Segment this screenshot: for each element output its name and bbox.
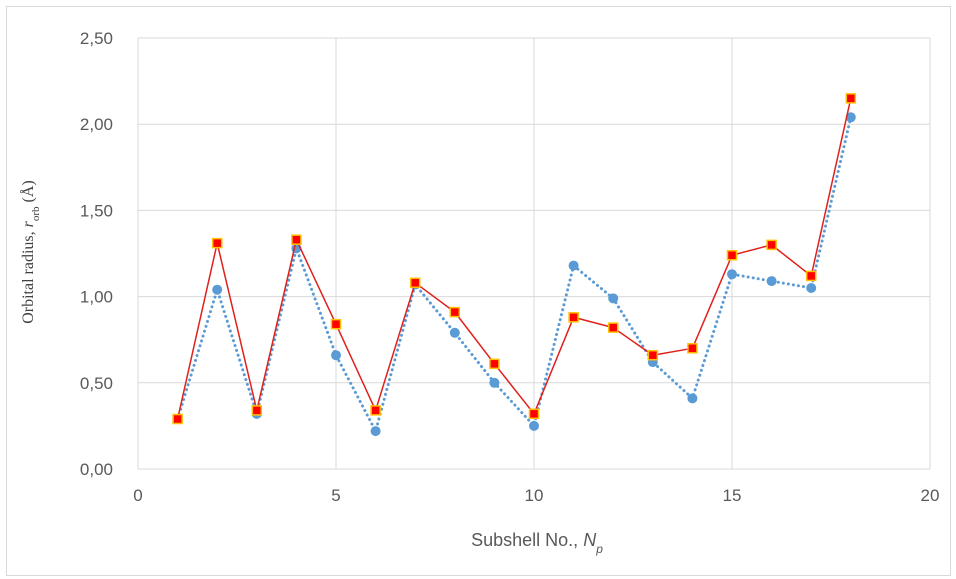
data-point [331, 350, 341, 361]
axes [137, 38, 930, 470]
data-point [845, 112, 856, 123]
data-point [726, 249, 738, 261]
data-point [766, 239, 777, 251]
x-tick-label: 15 [723, 486, 742, 505]
data-point [845, 93, 857, 104]
data-point [291, 234, 302, 245]
series-1 [172, 112, 856, 437]
data-point [687, 393, 698, 404]
data-point [251, 405, 263, 416]
y-axis-title: Orbital radius, rorb (Å) [19, 180, 42, 324]
y-tick-label: 2,50 [80, 29, 113, 48]
data-point [607, 322, 619, 333]
data-point [727, 269, 737, 280]
data-point [805, 270, 817, 282]
data-point [211, 237, 223, 249]
data-point [212, 284, 223, 295]
tick-labels: 0,00 0,50 1,00 1,50 2,00 2,50 0 5 10 15 20 [80, 29, 940, 505]
data-point [568, 260, 579, 271]
series-2 [172, 93, 857, 425]
x-tick-label: 5 [331, 486, 340, 505]
data-point [370, 405, 381, 416]
data-point [568, 312, 579, 323]
y-tick-label: 0,50 [80, 374, 113, 393]
x-tick-label: 0 [133, 486, 142, 505]
data-point [608, 293, 619, 304]
x-tick-label: 20 [921, 486, 940, 505]
data-point [529, 420, 539, 431]
series-line [176, 98, 852, 420]
data-point [687, 343, 698, 354]
data-point [528, 408, 540, 420]
x-axis-title: Subshell No., Np [471, 530, 603, 556]
data-point [370, 426, 381, 437]
data-point [489, 377, 500, 388]
data-point [489, 358, 500, 370]
y-tick-label: 1,50 [80, 201, 113, 220]
data-point [647, 349, 659, 361]
data-point [172, 413, 183, 425]
data-point [330, 318, 342, 330]
data-point [449, 306, 461, 318]
x-tick-label: 10 [525, 486, 544, 505]
data-point [449, 327, 460, 338]
data-point [766, 276, 777, 287]
y-tick-label: 1,00 [80, 288, 113, 307]
series-line [176, 115, 853, 433]
data-point [806, 282, 817, 293]
data-point [409, 277, 421, 289]
series-group [172, 93, 857, 437]
gridlines [138, 37, 931, 469]
y-tick-label: 2,00 [80, 115, 113, 134]
chart-frame [6, 6, 951, 576]
y-tick-label: 0,00 [80, 460, 113, 479]
